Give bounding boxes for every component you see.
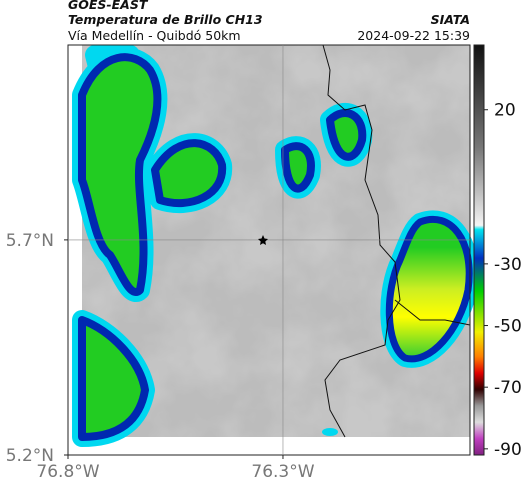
y-tick-label: 5.7°N [6,231,54,251]
colorbar-label: -90 [494,440,522,460]
x-tick-label: 76.3°W [251,462,314,482]
product: Temperatura de Brillo CH13 [68,12,263,27]
colorbar [473,44,485,456]
colorbar-label: -70 [494,378,522,398]
colorbar-label: 20 [494,101,516,121]
time: 2024-09-22 15:39 [357,28,470,43]
location-star [258,235,268,245]
y-tick-label: 5.2°N [6,446,54,466]
imagery [72,44,479,447]
source: GOES-EAST [68,0,149,12]
colorbar-label: -30 [494,255,522,275]
agency: SIATA [431,12,470,27]
colorbar-label: -50 [494,317,522,337]
x-tick-label: 76.8°W [36,462,99,482]
route: Vía Medellín - Quibdó 50km [68,28,241,43]
map-frame [67,44,471,456]
